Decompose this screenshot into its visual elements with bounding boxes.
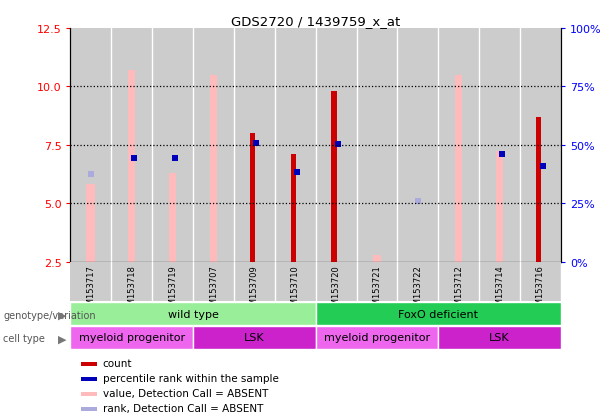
Bar [193,262,234,301]
Text: GSM153721: GSM153721 [373,264,381,315]
Text: FoxO deficient: FoxO deficient [398,309,478,319]
Bar [275,29,316,262]
Text: GSM153707: GSM153707 [209,264,218,315]
Text: LSK: LSK [489,332,510,343]
Text: genotype/variation: genotype/variation [3,310,96,320]
Text: GSM153714: GSM153714 [495,264,504,315]
Bar [81,392,97,396]
Bar [291,155,296,262]
Text: GSM153712: GSM153712 [454,264,463,315]
Bar [438,326,561,349]
Text: myeloid progenitor: myeloid progenitor [78,332,185,343]
Bar [234,262,275,301]
Bar [316,303,561,325]
Bar [291,173,296,262]
Bar [112,29,152,262]
Bar [152,29,193,262]
Bar [316,29,357,262]
Text: value, Detection Call = ABSENT: value, Detection Call = ABSENT [103,389,268,399]
Bar [397,29,438,262]
Bar [373,255,381,262]
Bar [81,377,97,381]
Text: GSM153717: GSM153717 [86,264,96,315]
Bar [438,29,479,262]
Bar [87,184,94,262]
Text: wild type: wild type [168,309,218,319]
Text: GSM153722: GSM153722 [413,264,422,315]
Bar [438,262,479,301]
Bar [193,29,234,262]
Text: myeloid progenitor: myeloid progenitor [324,332,430,343]
Text: percentile rank within the sample: percentile rank within the sample [103,374,279,384]
Text: LSK: LSK [244,332,265,343]
Bar [316,262,357,301]
Text: GSM153718: GSM153718 [128,264,136,315]
Bar [496,152,503,262]
Text: count: count [103,358,132,368]
Bar [128,71,135,262]
Bar [81,363,97,366]
Bar [112,262,152,301]
Bar [316,326,438,349]
Text: GSM153720: GSM153720 [332,264,341,315]
Bar [479,29,520,262]
Bar [357,262,397,301]
Bar [193,326,316,349]
Text: GSM153709: GSM153709 [250,264,259,315]
Bar [152,262,193,301]
Bar [455,76,462,262]
Text: GSM153716: GSM153716 [536,264,545,315]
Text: GSM153719: GSM153719 [168,264,177,315]
Text: ▶: ▶ [58,334,66,344]
Bar [86,184,91,262]
Bar [357,29,397,262]
Title: GDS2720 / 1439759_x_at: GDS2720 / 1439759_x_at [231,15,400,28]
Bar [520,262,561,301]
Bar [70,303,316,325]
Bar [520,29,561,262]
Bar [332,92,337,262]
Bar [70,262,112,301]
Text: ▶: ▶ [58,310,66,320]
Bar [536,118,541,262]
Bar [234,29,275,262]
Bar [479,262,520,301]
Text: GSM153710: GSM153710 [291,264,300,315]
Bar [397,262,438,301]
Bar [275,262,316,301]
Bar [70,326,193,349]
Bar [169,173,177,262]
Bar [249,134,255,262]
Text: cell type: cell type [3,334,45,344]
Bar [210,76,217,262]
Bar [81,408,97,411]
Bar [70,29,112,262]
Text: rank, Detection Call = ABSENT: rank, Detection Call = ABSENT [103,404,263,413]
